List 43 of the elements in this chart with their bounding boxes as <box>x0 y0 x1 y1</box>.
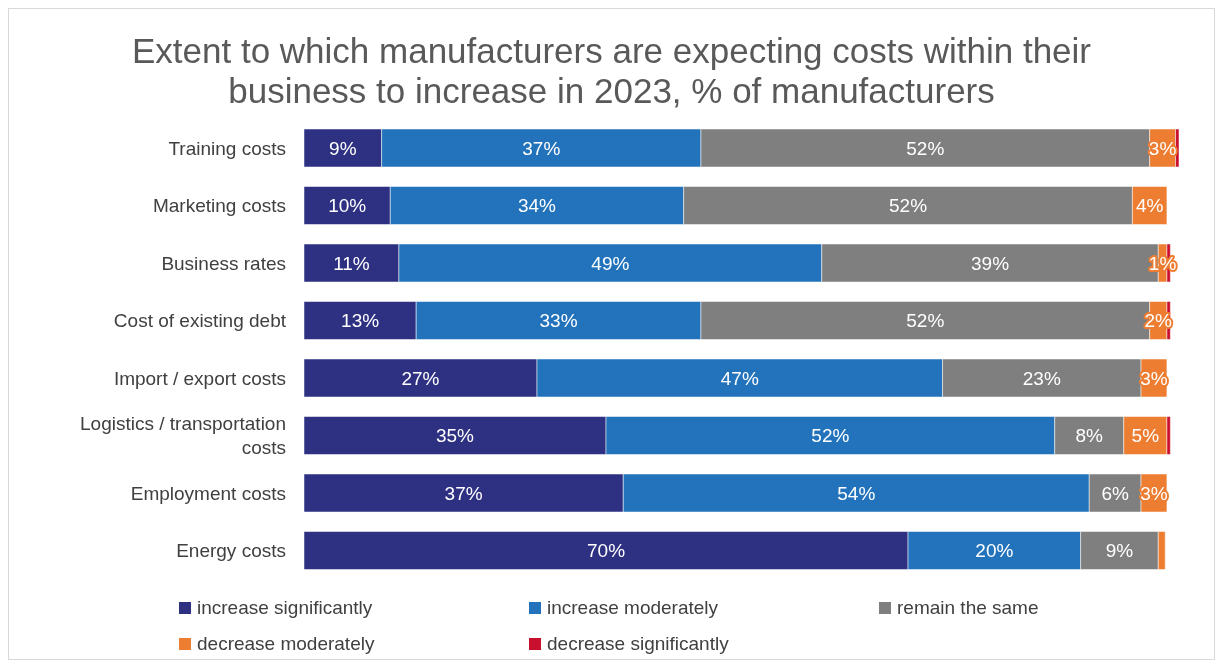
data-label: 33% <box>539 310 578 332</box>
data-label: 39% <box>971 252 1010 274</box>
data-label: 11% <box>333 252 370 274</box>
y-tick-label: Import / export costs <box>113 367 286 389</box>
legend-label: increase significantly <box>197 597 373 619</box>
legend-label: increase moderately <box>547 597 719 619</box>
data-label: 47% <box>720 367 759 389</box>
data-label: 8% <box>1075 425 1104 447</box>
y-tick-label: Logistics / transportation costs <box>80 413 286 459</box>
data-label: 23% <box>1022 367 1061 389</box>
y-tick-label: Employment costs <box>130 482 286 504</box>
legend-label: remain the same <box>897 597 1039 619</box>
data-label: 9% <box>329 137 357 159</box>
data-label: 9% <box>1105 540 1134 562</box>
data-label: 37% <box>444 482 483 504</box>
data-label: 3% <box>1140 367 1168 389</box>
data-label: 52% <box>889 195 928 217</box>
data-label: 34% <box>517 195 557 217</box>
data-label: 1% <box>1148 252 1177 274</box>
data-label: 52% <box>906 137 945 159</box>
data-label: 4% <box>1135 195 1164 217</box>
data-label: 35% <box>436 425 475 447</box>
legend-label: decrease significantly <box>547 633 729 655</box>
y-tick-label: Energy costs <box>176 540 286 562</box>
legend-label: decrease moderately <box>197 633 375 655</box>
data-label: 52% <box>906 310 945 332</box>
data-label: 10% <box>328 195 367 217</box>
data-label: 49% <box>591 252 630 274</box>
data-label: 13% <box>341 310 380 332</box>
y-tick-label: Business rates <box>161 252 286 274</box>
data-label: 3% <box>1140 482 1168 504</box>
y-tick-label: Cost of existing debt <box>113 310 287 332</box>
data-label: 37% <box>522 137 561 159</box>
data-label: 70% <box>587 540 626 562</box>
y-tick-label: Training costs <box>168 137 286 159</box>
data-label: 20% <box>975 540 1014 562</box>
data-label: 6% <box>1101 482 1129 504</box>
data-label: 5% <box>1131 425 1160 447</box>
chart-title: Extent to which manufacturers are expecting costs within their business to increase in 2023, % of manufacturers <box>130 30 1093 111</box>
data-label: 54% <box>837 482 876 504</box>
data-label: 27% <box>401 367 440 389</box>
y-tick-label: Marketing costs <box>152 195 286 217</box>
data-label: 52% <box>811 425 850 447</box>
